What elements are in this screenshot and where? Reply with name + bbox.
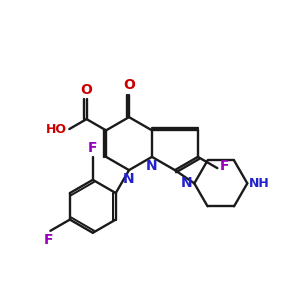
Text: N: N	[181, 176, 192, 190]
Text: N: N	[123, 172, 135, 186]
Text: O: O	[81, 83, 92, 97]
Text: F: F	[219, 159, 229, 173]
Text: N: N	[146, 159, 158, 173]
Text: O: O	[123, 78, 135, 92]
Text: HO: HO	[45, 122, 66, 136]
Text: F: F	[88, 141, 98, 155]
Text: NH: NH	[249, 177, 270, 190]
Text: F: F	[44, 233, 53, 247]
